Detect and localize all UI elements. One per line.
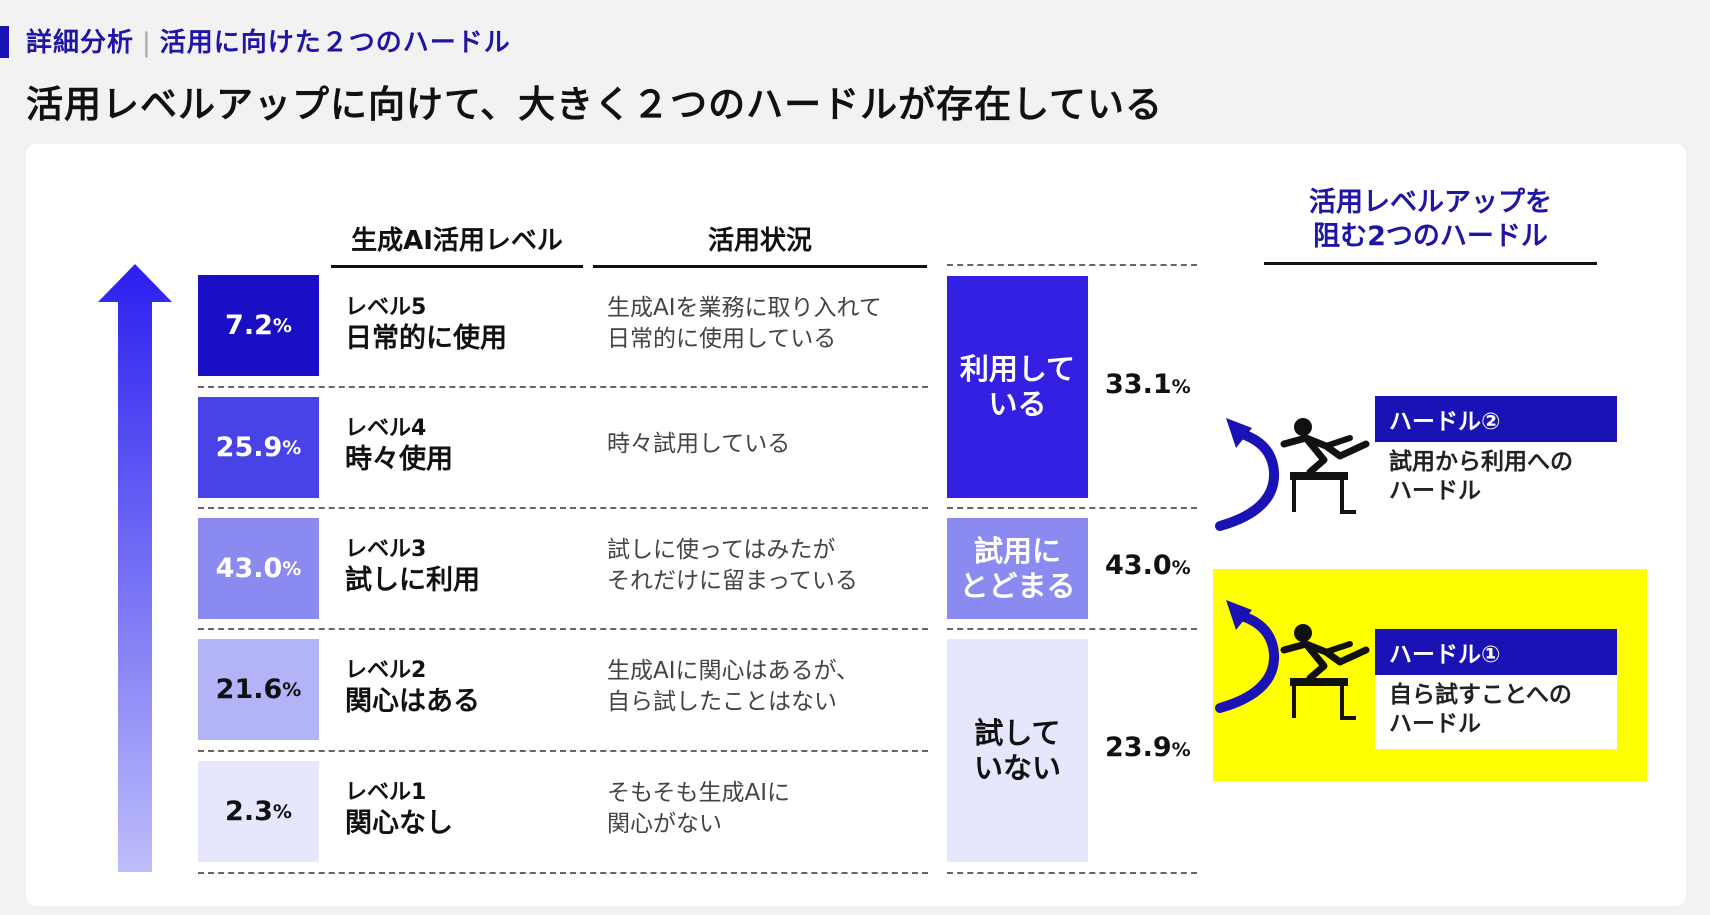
- hurdle-2-description: 試用から利用への ハードル: [1375, 442, 1617, 512]
- status-column-header: 活用状況: [593, 220, 927, 268]
- level-1-status: そもそも生成AIに 関心がない: [607, 778, 790, 840]
- level-5-share: 7.2%: [198, 275, 319, 376]
- level-4-name: 時々使用: [345, 444, 453, 475]
- group-using: 利用して いる: [947, 276, 1088, 498]
- status-line: それだけに留まっている: [607, 568, 858, 594]
- level-4-number: レベル4: [345, 416, 427, 441]
- level-2-number: レベル2: [345, 658, 427, 683]
- level-3-share: 43.0%: [198, 518, 319, 619]
- hurdle-desc-line: 自ら試すことへの: [1389, 682, 1572, 708]
- status-line: 日常的に使用している: [607, 326, 837, 352]
- percent-unit: %: [272, 314, 292, 337]
- group-divider: [947, 264, 1197, 266]
- group-not-tried: 試して いない: [947, 639, 1088, 862]
- hurdle-desc-line: 試用から利用への: [1389, 449, 1573, 475]
- percent-unit: %: [1171, 739, 1191, 761]
- row-divider: [198, 750, 928, 752]
- status-line: 時々試用している: [607, 431, 791, 457]
- level-4-status: 時々試用している: [607, 429, 790, 460]
- hurdle-1-description: 自ら試すことへの ハードル: [1375, 675, 1617, 749]
- hurdle-desc-line: ハードル: [1389, 478, 1481, 504]
- hurdle-2-title: ハードル②: [1375, 396, 1617, 442]
- level-2-share: 21.6%: [198, 639, 319, 740]
- percent-unit: %: [282, 436, 302, 459]
- level-4-label: レベル4 時々使用: [345, 413, 453, 475]
- group-trial-only: 試用に とどまる: [947, 518, 1088, 619]
- hurdle-1-title: ハードル①: [1375, 629, 1617, 675]
- level-5-number: レベル5: [345, 295, 427, 320]
- percent-unit: %: [1171, 557, 1191, 579]
- section-subtitle: 活用に向けた２つのハードル: [159, 28, 511, 58]
- level-5-status: 生成AIを業務に取り入れて 日常的に使用している: [607, 293, 882, 355]
- level-1-share: 2.3%: [198, 761, 319, 862]
- level-2-status: 生成AIに関心はあるが、 自ら試したことはない: [607, 656, 859, 718]
- level-4-percent: 25.9: [215, 432, 283, 463]
- level-3-percent: 43.0: [215, 553, 283, 584]
- percent-unit: %: [282, 557, 302, 580]
- row-divider: [198, 507, 928, 509]
- status-line: 自ら試したことはない: [607, 689, 837, 715]
- level-3-label: レベル3 試しに利用: [345, 534, 480, 596]
- level-2-label: レベル2 関心はある: [345, 655, 480, 717]
- level-3-number: レベル3: [345, 537, 427, 562]
- level-column-header: 生成AI活用レベル: [331, 220, 583, 268]
- curved-up-arrow-icon: [1215, 600, 1280, 713]
- status-line: 生成AIに関心はあるが、: [607, 658, 860, 684]
- status-line: 試しに使ってはみたが: [607, 537, 836, 563]
- group-not-tried-line1: 試して: [974, 715, 1061, 750]
- section-label: 詳細分析 | 活用に向けた２つのハードル: [26, 22, 511, 59]
- page-title: 活用レベルアップに向けて、大きく２つのハードルが存在している: [26, 83, 1164, 126]
- hurdle-desc-line: ハードル: [1389, 711, 1481, 737]
- section-separator: |: [142, 28, 152, 58]
- group-using-percent: 33.1%: [1105, 369, 1191, 400]
- percent-unit: %: [272, 800, 292, 823]
- level-5-label: レベル5 日常的に使用: [345, 292, 507, 354]
- level-3-status: 試しに使ってはみたが それだけに留まっている: [607, 535, 858, 597]
- group-using-line1: 利用して: [959, 352, 1076, 386]
- group-trial-value: 43.0: [1105, 550, 1172, 581]
- group-using-line2: いる: [988, 387, 1047, 421]
- hurdles-heading-line1: 活用レベルアップを: [1309, 187, 1552, 218]
- section-accent-bar: [0, 26, 9, 58]
- row-divider: [198, 872, 928, 874]
- hurdles-heading-line2: 阻む2つのハードル: [1313, 221, 1548, 252]
- group-not-tried-value: 23.9: [1105, 732, 1172, 763]
- percent-unit: %: [282, 678, 302, 701]
- group-not-tried-line2: いない: [973, 750, 1061, 785]
- group-trial-percent: 43.0%: [1105, 550, 1191, 581]
- hurdler-icon: [1280, 624, 1370, 720]
- level-1-number: レベル1: [345, 780, 427, 805]
- group-trial-line2: とどまる: [959, 568, 1076, 603]
- status-line: 生成AIを業務に取り入れて: [607, 295, 882, 321]
- group-divider: [947, 628, 1197, 630]
- hurdles-heading: 活用レベルアップを 阻む2つのハードル: [1264, 186, 1597, 265]
- level-2-name: 関心はある: [345, 686, 480, 717]
- row-divider: [198, 386, 928, 388]
- group-not-tried-percent: 23.9%: [1105, 732, 1191, 763]
- row-divider: [198, 628, 928, 630]
- group-using-value: 33.1: [1105, 369, 1172, 400]
- curved-up-arrow-icon: [1215, 418, 1280, 531]
- level-1-name: 関心なし: [345, 808, 453, 839]
- level-5-percent: 7.2: [225, 310, 273, 341]
- level-3-name: 試しに利用: [345, 565, 480, 596]
- level-2-percent: 21.6: [215, 674, 283, 705]
- percent-unit: %: [1171, 376, 1191, 398]
- level-1-percent: 2.3: [225, 796, 273, 827]
- status-line: そもそも生成AIに: [607, 780, 791, 806]
- level-4-share: 25.9%: [198, 397, 319, 498]
- group-divider: [947, 507, 1197, 509]
- level-5-name: 日常的に使用: [345, 323, 507, 354]
- status-line: 関心がない: [607, 811, 722, 837]
- hurdler-icon: [1280, 418, 1370, 514]
- group-trial-line1: 試用に: [973, 533, 1061, 568]
- level-up-arrow-icon: [98, 264, 172, 872]
- level-1-label: レベル1 関心なし: [345, 777, 453, 839]
- section-name: 詳細分析: [26, 28, 135, 58]
- group-divider: [947, 872, 1197, 874]
